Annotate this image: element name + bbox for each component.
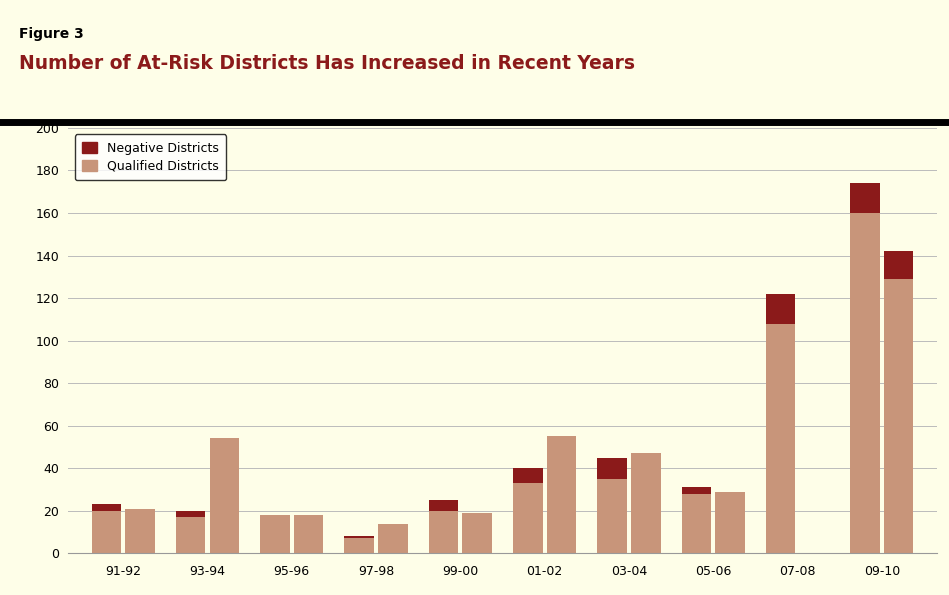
Bar: [176, 511, 205, 517]
Bar: [766, 324, 795, 553]
Text: Number of At-Risk Districts Has Increased in Recent Years: Number of At-Risk Districts Has Increase…: [19, 54, 635, 73]
Legend: Negative Districts, Qualified Districts: Negative Districts, Qualified Districts: [75, 134, 227, 180]
Bar: [597, 458, 627, 479]
Bar: [91, 511, 121, 553]
Bar: [850, 213, 880, 553]
Bar: [766, 294, 795, 324]
Bar: [344, 536, 374, 538]
Bar: [513, 483, 543, 553]
Bar: [294, 515, 324, 553]
Bar: [850, 183, 880, 213]
Bar: [260, 515, 289, 553]
Bar: [429, 511, 458, 553]
Bar: [176, 517, 205, 553]
Bar: [716, 491, 745, 553]
Bar: [91, 505, 121, 511]
Bar: [884, 279, 914, 553]
Text: Figure 3: Figure 3: [19, 27, 84, 41]
Bar: [547, 436, 576, 553]
Bar: [681, 494, 711, 553]
Bar: [378, 524, 408, 553]
Bar: [884, 251, 914, 279]
Bar: [597, 479, 627, 553]
Bar: [344, 538, 374, 553]
Bar: [513, 468, 543, 483]
Bar: [462, 513, 492, 553]
Bar: [125, 509, 155, 553]
Bar: [210, 439, 239, 553]
Bar: [681, 487, 711, 494]
Bar: [631, 453, 661, 553]
Bar: [429, 500, 458, 511]
